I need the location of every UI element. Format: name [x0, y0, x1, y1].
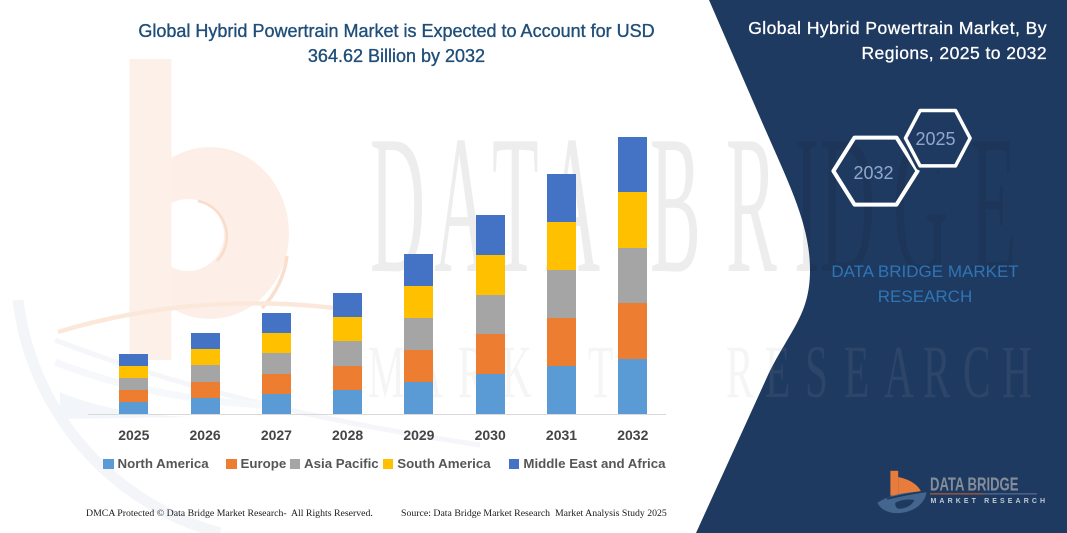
svg-text:DATA BRIDGE: DATA BRIDGE — [930, 474, 1019, 495]
svg-text:2025: 2025 — [915, 129, 955, 149]
svg-text:MARKET RESEARCH: MARKET RESEARCH — [368, 331, 1032, 414]
svg-text:MARKET RESEARCH: MARKET RESEARCH — [931, 498, 1049, 505]
svg-text:2032: 2032 — [853, 163, 893, 183]
